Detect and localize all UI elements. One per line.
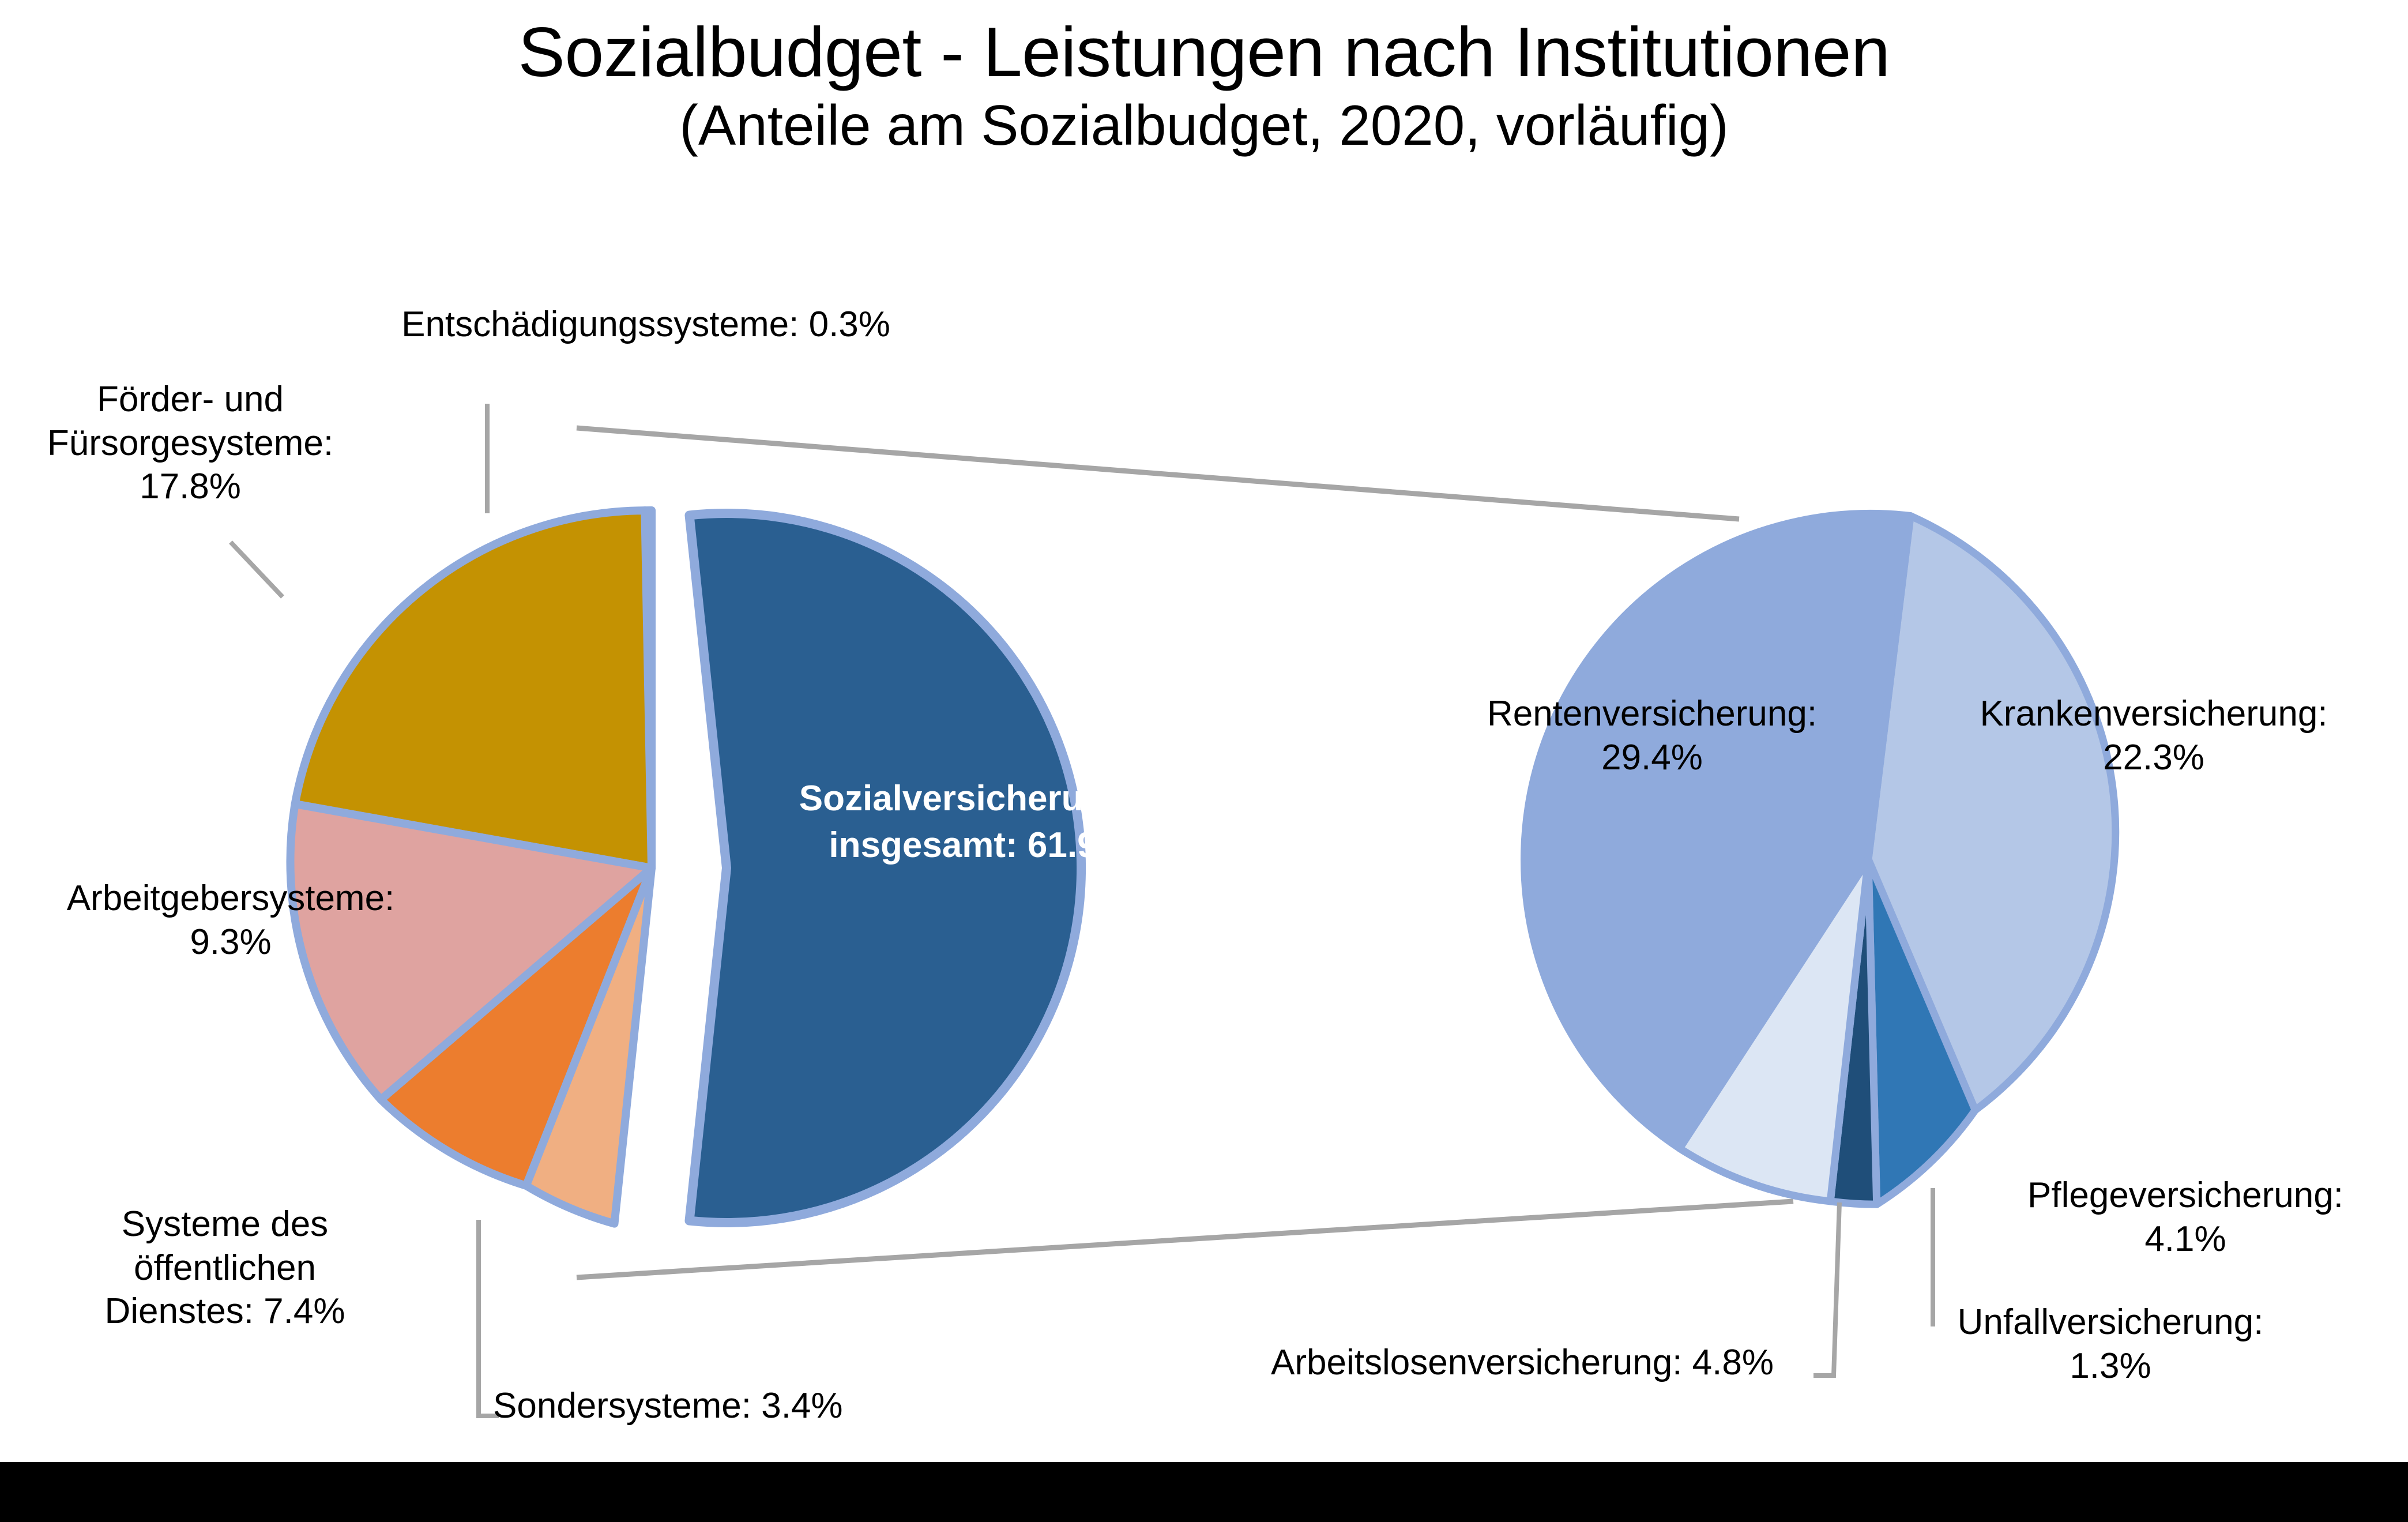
slice-krankenversicherung[interactable] [1864,512,2120,1114]
label-pflegeversicherung: Pflegeversicherung: 4.1% [2027,1175,2343,1259]
label-foerder-fuersorgesysteme: Förder- und Fürsorgesysteme: 17.8% [47,379,334,507]
slice-systeme-oeffentlicher-dienst[interactable] [377,864,656,1190]
label-arbeitgebersysteme: Arbeitgebersysteme: 9.3% [66,878,395,962]
slice-foerder-fuersorge[interactable] [291,506,656,872]
page-subtitle: (Anteile am Sozialbudget, 2020, vorläufi… [679,93,1729,157]
label-leader-lines [229,404,1935,1418]
explosion-connector-lines [576,425,1794,1280]
slice-rentenversicherung[interactable] [1520,510,1914,1152]
label-sondersysteme: Sondersysteme: 3.4% [493,1386,843,1426]
slice-arbeitgebersysteme[interactable] [286,800,656,1104]
chart-title-block: Sozialbudget - Leistungen nach Instituti… [0,12,2408,159]
label-krankenversicherung: Krankenversicherung: 22.3% [1980,694,2328,777]
label-unfallversicherung: Unfallversicherung: 1.3% [1957,1302,2264,1386]
bottom-black-bar [0,1462,2408,1522]
slice-arbeitslosenversicherung[interactable] [1676,855,1872,1205]
slice-pflegeversicherung[interactable] [1864,855,1979,1208]
main-pie [286,506,1086,1228]
page-title: Sozialbudget - Leistungen nach Instituti… [518,13,1890,91]
secondary-pie [1520,510,2120,1208]
leader-arbeitslosenversicherung [1813,1202,1842,1378]
leader-foerder [229,540,284,599]
label-rentenversicherung: Rentenversicherung: 29.4% [1487,694,1818,777]
slice-sozialversicherung-insgesamt[interactable] [684,509,1086,1227]
slice-sondersysteme[interactable] [522,864,656,1228]
label-systeme-oeffentlicher-dienst: Systeme des öffentlichen Dienstes: 7.4% [104,1204,345,1332]
label-sozialversicherung-insgesamt: Sozialversicherung insgesamt: 61.9 [799,779,1127,865]
leader-sondersysteme [476,1220,499,1418]
label-entschaedigungssysteme: Entschädigungssysteme: 0.3% [401,305,890,344]
label-arbeitslosenversicherung: Arbeitslosenversicherung: 4.8% [1271,1343,1774,1382]
